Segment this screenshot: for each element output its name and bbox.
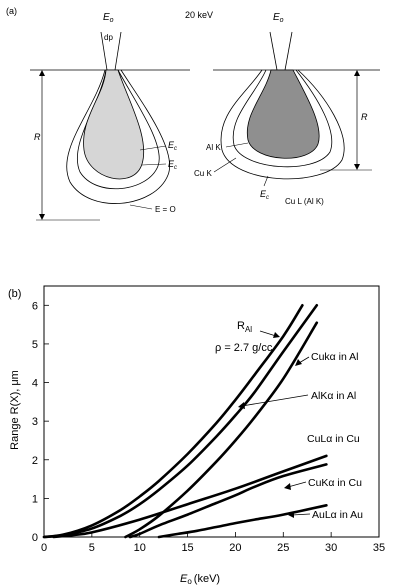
al-k-label: Al K bbox=[206, 143, 221, 152]
panel-a-diagram: (a) 20 keV Eo dp R Ec Ec E = O Eo bbox=[6, 6, 380, 221]
x-tick-label: 5 bbox=[89, 542, 95, 554]
range-label-right: R bbox=[361, 112, 368, 122]
x-tick-label: 25 bbox=[277, 542, 289, 554]
x-tick-label: 30 bbox=[325, 542, 337, 554]
al-k-leader bbox=[225, 142, 249, 148]
right-middle-envelope bbox=[232, 69, 333, 168]
y-tick-label: 1 bbox=[32, 493, 38, 505]
dp-label: dp bbox=[104, 33, 113, 42]
x-tick-label: 10 bbox=[134, 542, 146, 554]
series-line-4 bbox=[128, 463, 328, 539]
cu-k-label: Cu K bbox=[194, 169, 212, 178]
panel-a-label: (a) bbox=[6, 6, 17, 16]
e-zero-leader bbox=[129, 204, 153, 210]
y-tick-label: 5 bbox=[32, 339, 38, 351]
series-line-3 bbox=[52, 454, 328, 539]
ec-inner-leader bbox=[141, 163, 167, 166]
range-label-left: R bbox=[34, 132, 41, 142]
panel-b-chart: (b) 0 5 10 15 20 25 30 35 0 1 2 3 4 5 6 Range R(X), μ… bbox=[8, 285, 385, 586]
y-tick-label: 4 bbox=[32, 378, 38, 390]
alka-al-leader bbox=[241, 394, 309, 407]
series-label-aula-in-au: AuLα in Au bbox=[312, 509, 363, 521]
beam-line-right-1 bbox=[269, 31, 278, 71]
series-line-0 bbox=[42, 304, 304, 539]
y-axis-label: Range R(X), μm bbox=[9, 370, 21, 450]
cu-l-label: Cu L (Al K) bbox=[285, 197, 324, 206]
right-outer-envelope bbox=[220, 69, 345, 180]
ec-outer-label: Ec bbox=[168, 140, 177, 152]
cuka-cu-leader bbox=[287, 481, 307, 488]
beam-line-left-1 bbox=[100, 31, 108, 71]
x-axis: 0 5 10 15 20 25 30 35 bbox=[41, 532, 385, 554]
y-tick-label: 3 bbox=[32, 416, 38, 428]
panel-b-label: (b) bbox=[8, 288, 21, 300]
beam-line-left-2 bbox=[114, 31, 122, 71]
left-core-volume bbox=[83, 69, 145, 180]
beam-energy-right: Eo bbox=[273, 12, 284, 24]
beam-energy-left: Eo bbox=[103, 12, 114, 24]
aula-au-arrowhead bbox=[288, 512, 294, 518]
y-tick-label: 6 bbox=[32, 300, 38, 312]
series-label-ral: RAl bbox=[237, 320, 252, 334]
series-line-2 bbox=[124, 321, 319, 539]
right-core-volume bbox=[246, 69, 320, 159]
x-axis-label: Eo (keV) bbox=[180, 573, 220, 586]
series-line-1 bbox=[42, 304, 319, 539]
ec-outer-leader bbox=[139, 145, 167, 151]
energy-label: 20 keV bbox=[185, 10, 213, 20]
ral-arrowhead bbox=[273, 332, 280, 338]
cuka-al-arrowhead bbox=[295, 359, 302, 366]
e-zero-label: E = O bbox=[155, 205, 176, 214]
y-axis: 0 1 2 3 4 5 6 bbox=[32, 300, 49, 544]
series-lines bbox=[42, 304, 328, 539]
density-label: ρ = 2.7 g/cc bbox=[215, 342, 273, 354]
x-tick-label: 20 bbox=[229, 542, 241, 554]
range-arrowhead-left-top bbox=[39, 70, 45, 76]
series-label-cuka-in-cu: CuKα in Cu bbox=[308, 477, 362, 489]
series-label-alka-in-al: AlKα in Al bbox=[311, 390, 356, 402]
ral-leader bbox=[259, 330, 277, 337]
aula-au-leader bbox=[291, 513, 311, 516]
alka-al-arrowhead bbox=[238, 402, 245, 409]
cuka-al-leader bbox=[298, 356, 310, 364]
plot-frame bbox=[43, 285, 380, 538]
y-tick-label: 0 bbox=[32, 532, 38, 544]
cuka-cu-arrowhead bbox=[284, 483, 291, 490]
range-arrowhead-right-top bbox=[354, 70, 360, 76]
series-label-cula-in-cu: CuLα in Cu bbox=[307, 433, 360, 445]
x-tick-label: 15 bbox=[181, 542, 193, 554]
ec-bottom-label: Ec bbox=[260, 189, 269, 201]
range-arrowhead-left-bottom bbox=[39, 214, 45, 220]
series-line-5 bbox=[157, 504, 328, 539]
cu-k-leader bbox=[213, 157, 237, 173]
y-tick-label: 2 bbox=[32, 455, 38, 467]
series-label-cuka-in-al: Cukα in Al bbox=[311, 351, 359, 363]
left-outer-envelope bbox=[66, 69, 170, 204]
x-tick-label: 35 bbox=[373, 542, 385, 554]
range-arrowhead-right-bottom bbox=[354, 164, 360, 170]
beam-line-right-2 bbox=[284, 31, 293, 71]
ec-inner-label: Ec bbox=[168, 159, 177, 171]
ec-bottom-leader bbox=[263, 175, 269, 187]
x-tick-label: 0 bbox=[41, 542, 47, 554]
